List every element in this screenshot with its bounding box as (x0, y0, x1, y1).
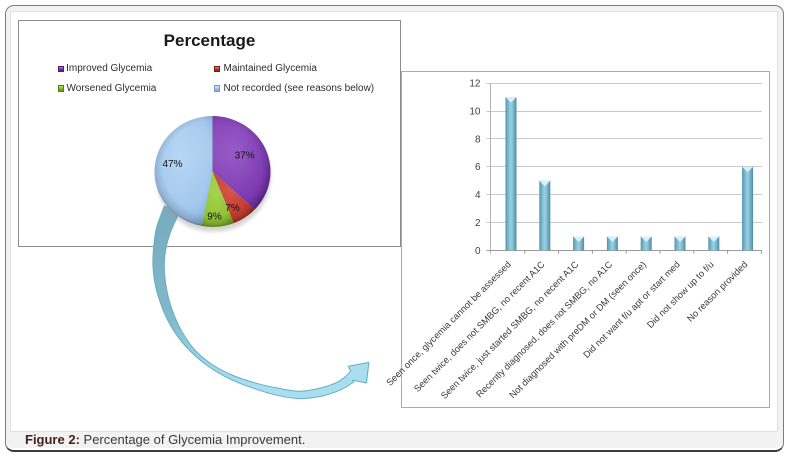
svg-text:8: 8 (475, 134, 481, 145)
svg-text:7%: 7% (225, 203, 240, 214)
svg-text:2: 2 (475, 218, 481, 229)
svg-text:4: 4 (475, 190, 481, 201)
svg-text:No reason provided: No reason provided (685, 259, 749, 323)
svg-text:Seen twice, just started SMBG,: Seen twice, just started SMBG, no recent… (439, 259, 581, 401)
svg-text:10: 10 (469, 107, 481, 118)
svg-text:12: 12 (469, 79, 481, 90)
svg-text:6: 6 (475, 162, 481, 173)
svg-text:Did not show up to f/u: Did not show up to f/u (645, 259, 716, 330)
svg-text:Seen once, glycemia cannot be: Seen once, glycemia cannot be assessed (385, 259, 513, 387)
svg-text:9%: 9% (207, 212, 222, 223)
svg-text:37%: 37% (235, 151, 255, 162)
svg-text:47%: 47% (162, 159, 182, 170)
svg-text:0: 0 (475, 246, 481, 257)
